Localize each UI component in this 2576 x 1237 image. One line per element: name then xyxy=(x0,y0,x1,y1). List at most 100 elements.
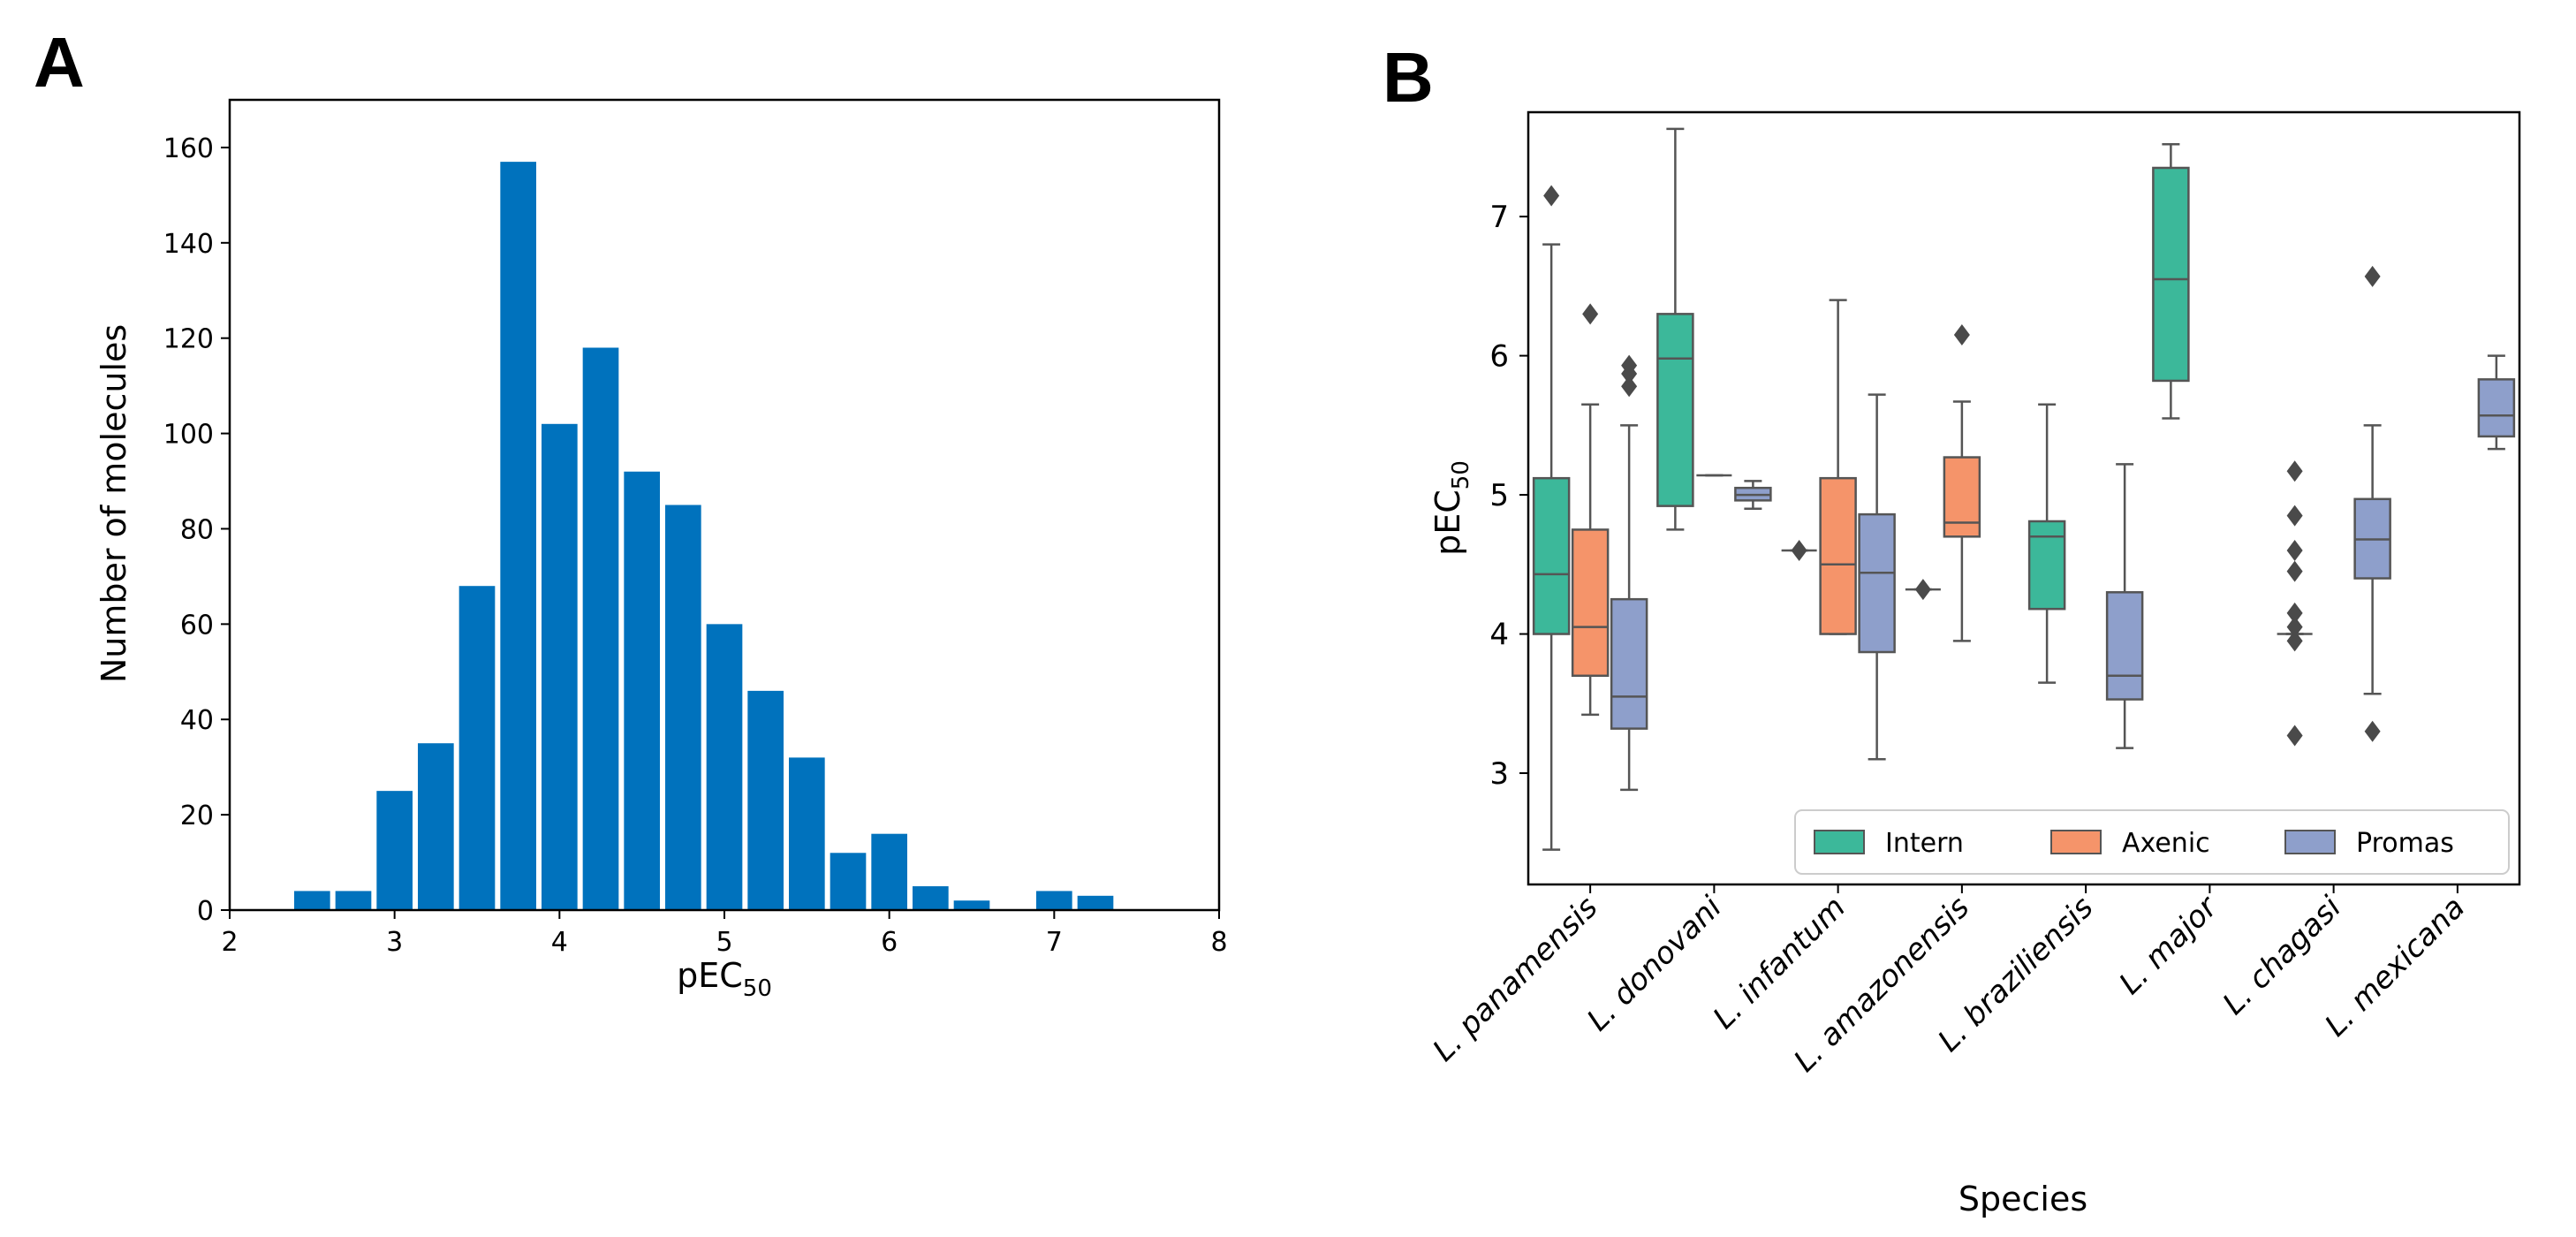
legend-swatch-promas xyxy=(2284,830,2336,854)
box-intern xyxy=(1905,579,1941,601)
box-outlier xyxy=(1543,185,1560,207)
boxplot-y-tick-label: 3 xyxy=(1489,756,1509,792)
histogram-x-label-sub: 50 xyxy=(743,975,772,1002)
box-promas xyxy=(1610,354,1648,792)
box-outlier xyxy=(2286,560,2303,582)
histogram-bar xyxy=(500,162,536,910)
box-outlier xyxy=(2286,602,2303,624)
histogram-bar xyxy=(665,505,701,910)
box-iqr xyxy=(1943,456,1981,538)
legend-label-promas: Promas xyxy=(2356,828,2454,859)
histogram-bar xyxy=(913,886,949,910)
histogram-bar xyxy=(706,624,743,910)
boxplot-y-tick-label: 7 xyxy=(1489,200,1509,235)
histogram-bar xyxy=(294,891,330,910)
histogram-y-tick-label: 80 xyxy=(180,514,214,545)
histogram-y-tick-label: 20 xyxy=(180,801,214,831)
box-iqr xyxy=(2477,378,2516,438)
histogram-y-tick-label: 0 xyxy=(197,896,214,927)
box-intern xyxy=(1781,540,1817,562)
boxplot-y-tick-label: 6 xyxy=(1489,339,1509,375)
histogram-x-label: pEC xyxy=(677,956,743,995)
histogram-x-tick-label: 7 xyxy=(1046,927,1063,958)
box-intern xyxy=(2277,460,2313,747)
panel-a-label: A xyxy=(34,23,85,102)
histogram-y-tick-label: 140 xyxy=(163,229,214,260)
histogram-y-tick-label: 160 xyxy=(163,133,214,164)
boxplot-y-label-sub: 50 xyxy=(1448,460,1474,489)
panel-b-label: B xyxy=(1383,38,1434,117)
box-outlier xyxy=(2364,265,2381,287)
box-iqr xyxy=(2027,520,2066,611)
box-intern xyxy=(1532,185,1571,851)
boxplot-x-axis-title: Species xyxy=(1959,1180,2087,1218)
box-outlier xyxy=(2286,630,2303,652)
histogram-x-tick-label: 6 xyxy=(881,927,898,958)
histogram-y-tick-label: 40 xyxy=(180,705,214,736)
histogram-bar xyxy=(418,743,454,910)
histogram-bar xyxy=(830,853,867,910)
boxplot-y-tick-label: 4 xyxy=(1489,618,1509,653)
box-outlier xyxy=(1914,579,1931,601)
box-outlier xyxy=(2286,616,2303,638)
histogram-bar xyxy=(335,891,372,910)
legend-label-intern: Intern xyxy=(1885,828,1964,859)
box-intern xyxy=(2152,142,2190,420)
histogram-x-axis-title: pEC50 xyxy=(677,956,772,1002)
box-outlier xyxy=(2364,720,2381,742)
box-iqr xyxy=(1571,528,1610,678)
legend-frame xyxy=(1794,809,2510,875)
box-axenic xyxy=(1943,323,1981,642)
histogram-y-tick-label: 60 xyxy=(180,610,214,641)
box-outlier xyxy=(2286,505,2303,527)
box-outlier xyxy=(1621,376,1638,398)
box-iqr xyxy=(1656,313,1694,507)
histogram-y-axis-title: Number of molecules xyxy=(95,324,133,683)
box-promas xyxy=(1734,480,1772,511)
histogram-bar xyxy=(582,347,619,910)
box-promas xyxy=(2353,265,2391,742)
box-iqr xyxy=(1858,512,1896,654)
histogram-bar xyxy=(953,900,990,910)
box-iqr xyxy=(2105,591,2144,701)
histogram-bars xyxy=(294,162,1114,910)
box-promas xyxy=(1858,393,1896,761)
species-label: L. chagasi xyxy=(2216,890,2349,1022)
box-outlier xyxy=(2286,725,2303,747)
histogram-bar xyxy=(871,833,907,910)
boxplot-y-axis-title: pEC50 xyxy=(1428,460,1474,556)
box-iqr xyxy=(1532,476,1571,635)
box-iqr xyxy=(2152,166,2190,383)
box-iqr xyxy=(1610,597,1648,730)
histogram-y-tick-label: 120 xyxy=(163,324,214,355)
boxplot-y-tick-label: 5 xyxy=(1489,478,1509,513)
legend-swatch-intern xyxy=(1814,830,1865,854)
box-axenic xyxy=(1819,299,1857,635)
histogram-bar xyxy=(1077,895,1114,910)
box-outlier xyxy=(2286,460,2303,482)
histogram-panel: 2 3 4 5 6 7 8 0 20 40 60 80 100 120 140 160 pEC50 Numb… xyxy=(95,98,1228,1002)
boxplot-legend: Intern Axenic Promas xyxy=(1794,809,2510,875)
histogram-x-ticks: 2 3 4 5 6 7 8 xyxy=(221,910,1228,958)
histogram-x-tick-label: 3 xyxy=(386,927,403,958)
box-outlier xyxy=(1791,540,1807,562)
box-promas xyxy=(2105,463,2144,749)
boxplot-y-ticks: 3 4 5 6 7 xyxy=(1489,200,1528,792)
box-outlier xyxy=(1953,323,1970,345)
histogram-bar xyxy=(458,586,496,910)
histogram-bar xyxy=(1036,891,1072,910)
histogram-bar xyxy=(624,471,660,910)
legend-label-axenic: Axenic xyxy=(2122,828,2210,859)
boxplot-axes-frame xyxy=(1527,110,2521,886)
species-label: L. panamensis xyxy=(1426,890,1604,1068)
box-intern xyxy=(2027,403,2066,684)
boxplot-y-label: pEC xyxy=(1428,489,1467,556)
histogram-bar xyxy=(376,791,413,910)
histogram-bar xyxy=(542,423,578,910)
histogram-x-tick-label: 4 xyxy=(551,927,568,958)
histogram-x-tick-label: 8 xyxy=(1210,927,1227,958)
box-iqr xyxy=(1819,476,1857,635)
